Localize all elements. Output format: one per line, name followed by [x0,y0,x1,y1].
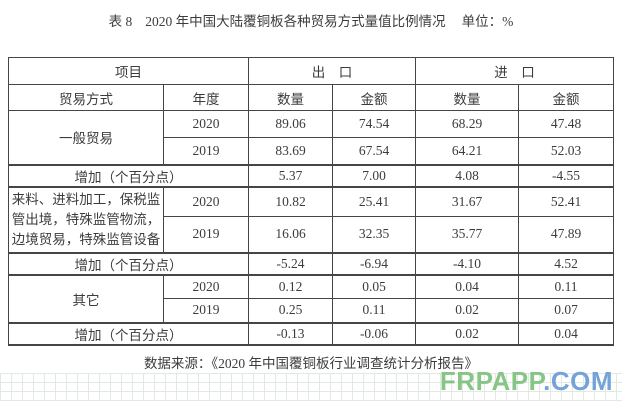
value-cell: 25.41 [332,186,416,217]
value-cell: 89.06 [248,110,333,138]
data-source-note: 数据来源：《2020 年中国覆铜板行业调查统计分析报告》 [143,356,479,371]
value-cell: 5.37 [248,163,333,188]
value-cell: -5.24 [248,251,333,276]
value-cell: 4.52 [518,251,614,276]
value-cell: 31.67 [415,186,519,217]
header-year: 年度 [163,84,249,111]
section-label-general-trade: 一般贸易 [8,110,164,165]
value-cell: 4.08 [415,163,519,188]
increase-label: 增加（个百分点） [8,321,249,346]
year-cell: 2019 [163,137,249,165]
value-cell: 74.54 [332,110,416,138]
value-cell: 7.00 [332,163,416,188]
year-cell: 2020 [163,274,249,299]
header-import: 进 口 [415,57,614,85]
value-cell: 0.25 [248,298,333,323]
trade-data-table: 项目 出 口 进 口 贸易方式 年度 数量 金额 数量 金额 一般贸易 2020… [8,57,614,346]
header-item: 项目 [8,57,249,85]
header-import-qty: 数量 [415,84,519,111]
spreadsheet-grid-background [0,373,622,401]
table-number: 表 8 [108,14,133,29]
table-row: 一般贸易 2020 89.06 74.54 68.29 47.48 [8,110,614,165]
value-cell: 47.89 [518,216,614,253]
value-cell: 0.04 [518,321,614,346]
table-row: 其它 2020 0.12 0.05 0.04 0.11 [8,274,614,323]
site-watermark: FRPAPP.COM [440,366,613,397]
value-cell: 0.11 [518,274,614,299]
value-cell: 0.12 [248,274,333,299]
value-cell: -0.13 [248,321,333,346]
page-title: 表 8 2020 年中国大陆覆铜板各种贸易方式量值比例情况 单位：% [0,10,622,30]
value-cell: 16.06 [248,216,333,253]
value-cell: 0.04 [415,274,519,299]
value-cell: 32.35 [332,216,416,253]
watermark-com: .COM [543,366,613,396]
header-export-qty: 数量 [248,84,333,111]
value-cell: 83.69 [248,137,333,165]
table-row: 来料、进料加工，保税监管出境，特殊监管物流，边境贸易，特殊监管设备 2020 1… [8,186,614,253]
value-cell: 10.82 [248,186,333,217]
year-cell: 2020 [163,186,249,217]
header-trade-mode: 贸易方式 [8,84,164,111]
table-row: 2019 16.06 32.35 35.77 47.89 [9,216,614,253]
increase-label: 增加（个百分点） [8,251,249,276]
value-cell: 67.54 [332,137,416,165]
increase-row: 增加（个百分点） -5.24 -6.94 -4.10 4.52 [8,251,614,276]
value-cell: -6.94 [332,251,416,276]
header-export-amt: 金额 [332,84,416,111]
value-cell: 0.05 [332,274,416,299]
table-row: 2019 0.25 0.11 0.02 0.07 [9,298,614,323]
increase-row: 增加（个百分点） 5.37 7.00 4.08 -4.55 [8,163,614,188]
unit-label: 单位：% [461,14,514,29]
header-import-amt: 金额 [518,84,614,111]
watermark-frpapp: FRPAPP [439,366,544,396]
section-label-other: 其它 [8,274,164,323]
value-cell: -0.06 [332,321,416,346]
value-cell: 52.41 [518,186,614,217]
value-cell: -4.10 [415,251,519,276]
table-title-text: 2020 年中国大陆覆铜板各种贸易方式量值比例情况 [145,14,446,29]
header-export: 出 口 [248,57,416,85]
table-row: 2019 83.69 67.54 64.21 52.03 [9,137,614,165]
increase-row: 增加（个百分点） -0.13 -0.06 0.02 0.04 [8,321,614,346]
year-cell: 2019 [163,298,249,323]
value-cell: 35.77 [415,216,519,253]
value-cell: 0.02 [415,321,519,346]
year-cell: 2020 [163,110,249,138]
value-cell: -4.55 [518,163,614,188]
year-cell: 2019 [163,216,249,253]
table-header-row-cols: 贸易方式 年度 数量 金额 数量 金额 [8,84,614,111]
section-label-processing-trade: 来料、进料加工，保税监管出境，特殊监管物流，边境贸易，特殊监管设备 [8,186,164,253]
value-cell: 68.29 [415,110,519,138]
value-cell: 64.21 [415,137,519,165]
value-cell: 47.48 [518,110,614,138]
increase-label: 增加（个百分点） [8,163,249,188]
value-cell: 52.03 [518,137,614,165]
value-cell: 0.02 [415,298,519,323]
value-cell: 0.07 [518,298,614,323]
value-cell: 0.11 [332,298,416,323]
table-header-row-groups: 项目 出 口 进 口 [8,57,614,85]
